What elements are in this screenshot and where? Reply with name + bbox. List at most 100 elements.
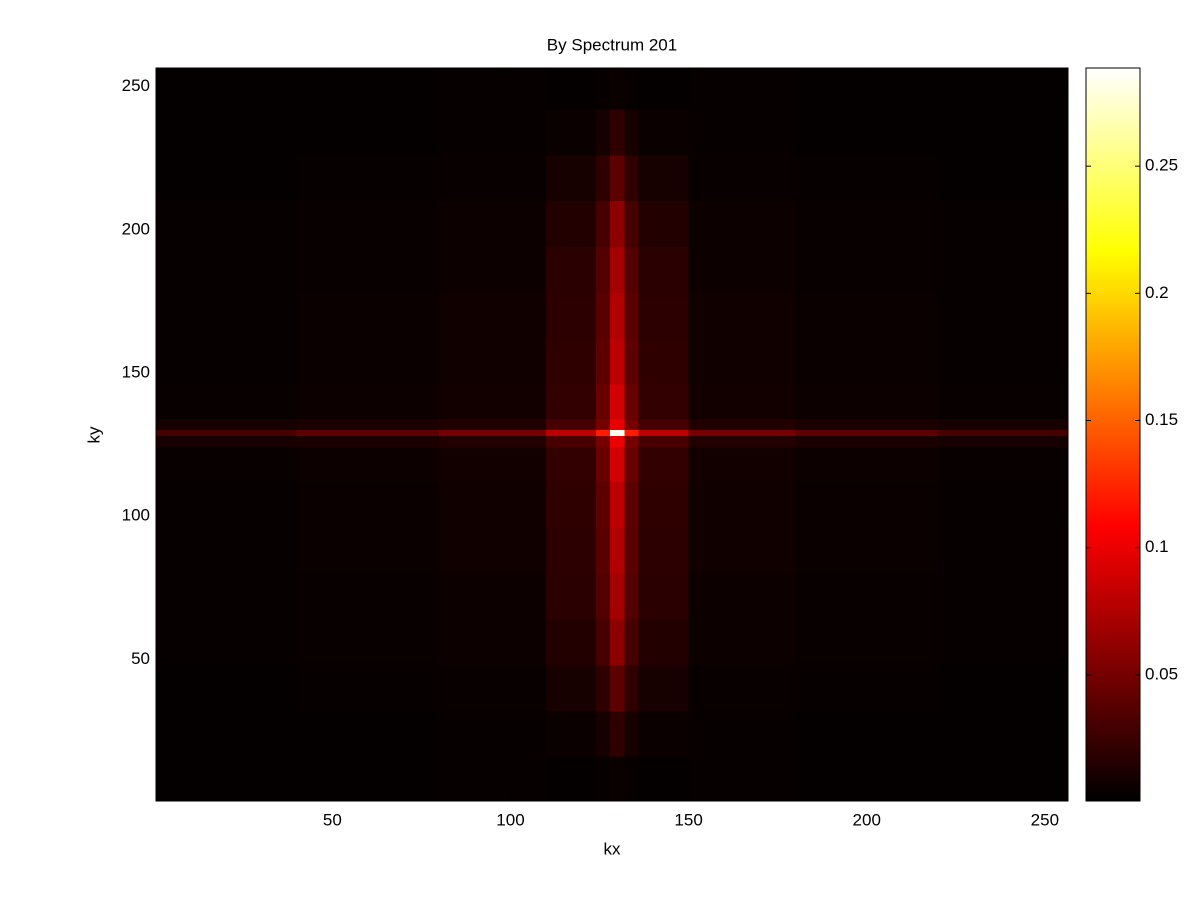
heatmap-cell	[795, 246, 938, 293]
heatmap-cell	[624, 338, 639, 385]
heatmap-cell	[595, 664, 611, 711]
heatmap-cell	[795, 155, 938, 202]
heatmap-cell	[688, 201, 796, 247]
heatmap-cell	[156, 155, 297, 202]
heatmap-cell	[624, 619, 639, 665]
heatmap-cell	[439, 756, 547, 801]
heatmap-cell	[638, 292, 689, 339]
heatmap-cell	[937, 338, 1068, 385]
heatmap-cell	[688, 435, 796, 448]
colorbar-tick-label: 0.05	[1145, 664, 1178, 683]
heatmap-cell	[688, 710, 796, 757]
y-tick-label: 50	[131, 649, 150, 668]
heatmap-cell	[624, 246, 639, 293]
heatmap-cell	[296, 435, 440, 448]
heatmap-cell	[439, 435, 547, 448]
heatmap-cell	[546, 201, 596, 247]
y-axis-label: ky	[84, 426, 103, 444]
heatmap-cell	[610, 201, 625, 247]
heatmap-cell	[688, 756, 796, 801]
heatmap-cell	[546, 756, 596, 801]
heatmap-cell	[595, 756, 611, 801]
heatmap-cell	[937, 573, 1068, 620]
heatmap-cell	[595, 710, 611, 757]
heatmap-cell	[795, 527, 938, 574]
heatmap-cell	[795, 418, 938, 431]
heatmap-cell	[296, 430, 440, 436]
heatmap-cell	[156, 292, 297, 339]
heatmap-cell	[688, 246, 796, 293]
heatmap-cell	[937, 292, 1068, 339]
heatmap-cell	[296, 201, 440, 247]
heatmap-cell	[624, 447, 639, 482]
heatmap-cell	[638, 418, 689, 431]
heatmap-cell	[546, 109, 596, 156]
heatmap-cell	[156, 338, 297, 385]
heatmap-cell	[937, 756, 1068, 801]
x-axis-label: kx	[604, 839, 622, 858]
heatmap-cell	[595, 246, 611, 293]
heatmap-cell	[595, 481, 611, 528]
plot-frame	[155, 67, 1069, 802]
heatmap-cell	[638, 664, 689, 711]
heatmap-cell	[937, 201, 1068, 247]
heatmap-cell	[795, 619, 938, 665]
heatmap-cell	[638, 384, 689, 419]
heatmap-cell	[937, 447, 1068, 482]
heatmap-cell	[546, 292, 596, 339]
colorbar-tick-label: 0.1	[1145, 537, 1169, 556]
heatmap-cell	[937, 527, 1068, 574]
heatmap-cell	[546, 155, 596, 202]
heatmap-cell	[156, 619, 297, 665]
heatmap-cell	[638, 527, 689, 574]
heatmap-cell	[624, 384, 639, 419]
heatmap-cell	[546, 384, 596, 419]
heatmap-cell	[546, 619, 596, 665]
heatmap-cell	[688, 619, 796, 665]
heatmap-cell	[624, 109, 639, 156]
heatmap-cell	[624, 756, 639, 801]
heatmap-cell	[156, 527, 297, 574]
heatmap-cell	[439, 68, 547, 110]
heatmap-cell	[937, 246, 1068, 293]
heatmap-cell	[937, 68, 1068, 110]
heatmap-cell	[795, 384, 938, 419]
colorbar-tick-label: 0.25	[1145, 156, 1178, 175]
heatmap-cell	[439, 430, 547, 436]
heatmap-cell	[610, 573, 625, 620]
heatmap-cell	[610, 527, 625, 574]
heatmap-cell	[296, 756, 440, 801]
heatmap-cell	[439, 201, 547, 247]
heatmap-cell	[688, 481, 796, 528]
heatmap-cell	[610, 109, 625, 156]
heatmap-cell	[156, 430, 297, 436]
heatmap-cell	[638, 481, 689, 528]
heatmap-cell	[296, 338, 440, 385]
heatmap-cell	[546, 710, 596, 757]
heatmap-cell	[296, 573, 440, 620]
heatmap-cell	[546, 338, 596, 385]
heatmap-cell	[296, 447, 440, 482]
heatmap-cell	[595, 435, 611, 448]
heatmap-cell	[688, 527, 796, 574]
heatmap-cell	[937, 710, 1068, 757]
heatmap-cell	[937, 418, 1068, 431]
heatmap-cell	[156, 664, 297, 711]
heatmap-cell	[624, 573, 639, 620]
heatmap-cell	[624, 664, 639, 711]
heatmap-cell	[688, 155, 796, 202]
heatmap-cell	[937, 384, 1068, 419]
heatmap-cell	[937, 430, 1068, 436]
heatmap-cell	[439, 246, 547, 293]
heatmap-cell	[595, 527, 611, 574]
heatmap-cell	[688, 430, 796, 436]
heatmap-cell	[937, 435, 1068, 448]
heatmap-cell	[795, 201, 938, 247]
heatmap-cell	[638, 201, 689, 247]
heatmap-cell	[795, 430, 938, 436]
heatmap-cell	[688, 292, 796, 339]
heatmap-cell	[610, 68, 625, 110]
heatmap-cell	[595, 573, 611, 620]
heatmap-cell	[638, 338, 689, 385]
